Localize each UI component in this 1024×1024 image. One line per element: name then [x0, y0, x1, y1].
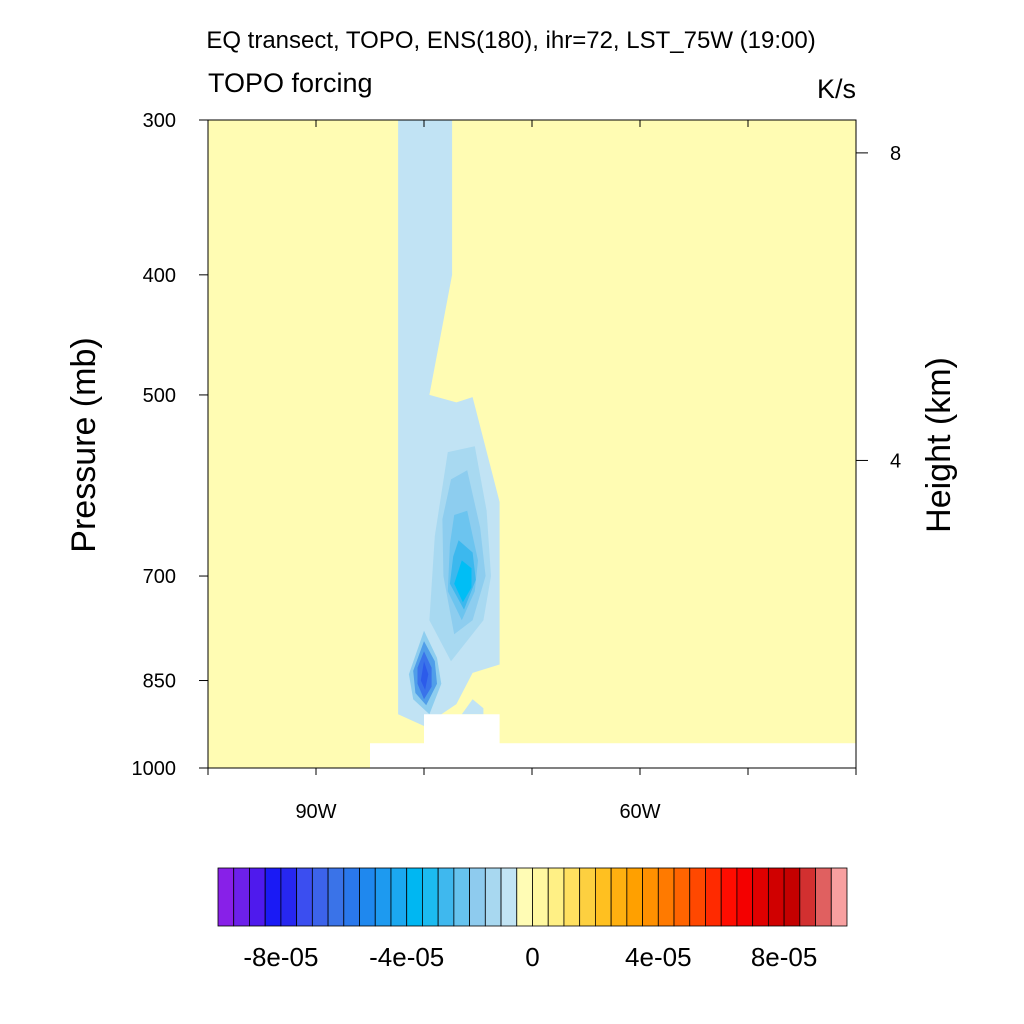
colorbar-tick-label-4: 8e-05	[751, 942, 818, 972]
y-tick-label-5: 1000	[132, 758, 177, 780]
y2-tick-label-0: 8	[890, 143, 901, 165]
colorbar-cell-26	[626, 867, 643, 927]
x-tick-label-1: 60W	[619, 801, 660, 823]
colorbar-cell-17	[484, 867, 502, 927]
colorbar-tick-label-1: -4e-05	[369, 942, 444, 972]
colorbar-cell-6	[311, 867, 329, 927]
colorbar-cell-18	[500, 867, 518, 927]
y2-axis-label: Height (km)	[920, 357, 958, 533]
colorbar-cell-5	[296, 867, 313, 927]
colorbar-cell-1	[233, 867, 250, 927]
y-tick-label-4: 850	[143, 671, 176, 693]
colorbar-cell-8	[343, 867, 360, 927]
colorbar-cell-2	[249, 867, 266, 927]
colorbar-cell-21	[547, 867, 565, 927]
plot-area: 90W 60W 300 400 500 700 850 1000 8 4	[132, 110, 902, 823]
colorbar-cell-36	[783, 867, 801, 927]
colorbar-cell-37	[799, 867, 816, 927]
colorbar-tick-label-0: -8e-05	[243, 942, 318, 972]
colorbar-cell-34	[752, 867, 769, 927]
colorbar-cell-7	[327, 867, 345, 927]
colorbar-tick-label-2: 0	[525, 942, 539, 972]
contour-band-10	[420, 661, 429, 690]
colorbar-cell-39	[830, 867, 848, 927]
colorbar-cell-11	[390, 867, 408, 927]
colorbar-cell-32	[720, 867, 738, 927]
colorbar-cell-25	[610, 867, 628, 927]
chart-title: EQ transect, TOPO, ENS(180), ihr=72, LST…	[206, 27, 815, 54]
units-label: K/s	[817, 74, 856, 104]
y-tick-label-1: 400	[143, 265, 176, 287]
colorbar-cell-27	[642, 867, 659, 927]
contour-band-6	[454, 560, 472, 603]
x-tick-label-0: 90W	[295, 801, 336, 823]
colorbar-cell-12	[406, 867, 423, 927]
colorbar-cell-10	[374, 867, 392, 927]
colorbar-cell-19	[516, 867, 533, 927]
colorbar-cell-33	[736, 867, 754, 927]
colorbar-cell-35	[767, 867, 785, 927]
contour-band-1	[461, 699, 484, 715]
colorbar-cell-13	[422, 867, 439, 927]
colorbar-cell-14	[437, 867, 455, 927]
left-subtitle: TOPO forcing	[208, 68, 373, 98]
colorbar-cell-0	[217, 867, 235, 927]
y2-tick-label-1: 4	[890, 450, 901, 472]
colorbar: -8e-05 -4e-05 0 4e-05 8e-05	[217, 867, 848, 972]
colorbar-tick-label-3: 4e-05	[625, 942, 692, 972]
missing-region-1	[424, 714, 500, 768]
y-tick-label-3: 700	[143, 566, 176, 588]
colorbar-cell-30	[689, 867, 706, 927]
colorbar-cell-31	[705, 867, 722, 927]
colorbar-cell-9	[359, 867, 376, 927]
colorbar-cell-29	[673, 867, 691, 927]
colorbar-cell-22	[563, 867, 581, 927]
colorbar-cell-24	[595, 867, 612, 927]
colorbar-cell-38	[815, 867, 832, 927]
field-background	[208, 120, 856, 768]
colorbar-cell-28	[657, 867, 675, 927]
colorbar-cell-15	[453, 867, 471, 927]
colorbar-cell-16	[469, 867, 486, 927]
colorbar-cell-23	[579, 867, 596, 927]
y-tick-label-0: 300	[143, 110, 176, 132]
colorbar-cell-4	[280, 867, 298, 927]
colorbar-cell-3	[264, 867, 282, 927]
y-axis-label: Pressure (mb)	[65, 337, 103, 552]
colorbar-cell-20	[532, 867, 549, 927]
y-tick-label-2: 500	[143, 385, 176, 407]
